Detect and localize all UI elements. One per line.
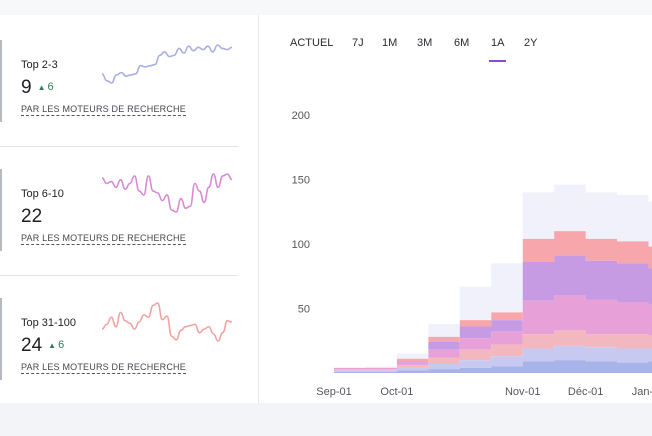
sparkline-top-6-10 [101, 173, 233, 213]
series-area-top-2-3 [334, 345, 652, 372]
y-tick-label: 100 [292, 239, 310, 251]
card-accent [0, 169, 2, 251]
series-area-top-1 [334, 360, 652, 373]
sparkline-top-2-3 [101, 44, 233, 84]
card-delta-number: 6 [47, 81, 54, 93]
bottom-strip [0, 403, 652, 436]
card-value: 9 ▲ 6 [21, 77, 54, 99]
x-tick-label: Déc-01 [568, 386, 603, 398]
sparkline-top-31-100 [101, 302, 233, 342]
card-value: 22 [21, 206, 43, 227]
ranking-cards: Top 2-3 9 ▲ 6 PAR LES MOTEURS DE RECHERCHE… [0, 15, 259, 403]
card-value: 24 ▲ 6 [21, 335, 64, 357]
card-subtitle-link[interactable]: PAR LES MOTEURS DE RECHERCHE [21, 362, 186, 374]
sparkline-path [101, 173, 233, 213]
card-accent [0, 40, 2, 122]
sparkline-path [101, 302, 233, 342]
tab-3m[interactable]: 3M [417, 37, 433, 49]
up-arrow-icon: ▲ [37, 83, 46, 92]
series-area-top-31-100 [334, 184, 652, 368]
card-title: Top 2-3 [21, 59, 58, 71]
rankings-panel: Top 2-3 9 ▲ 6 PAR LES MOTEURS DE RECHERCHE… [0, 15, 652, 403]
card-subtitle-link[interactable]: PAR LES MOTEURS DE RECHERCHE [21, 233, 186, 245]
card-title: Top 31-100 [21, 317, 77, 329]
card-subtitle-link[interactable]: PAR LES MOTEURS DE RECHERCHE [21, 104, 186, 116]
card-delta: ▲ 6 [48, 339, 64, 351]
tab-1m[interactable]: 1M [382, 37, 398, 49]
series-area-top-21-30 [334, 231, 652, 368]
card-divider [0, 146, 238, 147]
top-bar [0, 0, 652, 15]
tab-1a[interactable]: 1A [488, 37, 508, 62]
tab-6m[interactable]: 6M [454, 37, 470, 49]
ranking-area-chart: 50 100 150 200 Sep-01 Oct-01 Nov-01 Déc-01 Jan-0… [292, 110, 652, 398]
tab-2y[interactable]: 2Y [524, 37, 538, 49]
card-delta-number: 6 [58, 339, 65, 351]
card-divider [0, 275, 238, 276]
series-area-top-4-5 [334, 330, 652, 371]
series-area-top-11-20 [334, 255, 652, 368]
tab-actuel[interactable]: ACTUEL [290, 37, 334, 49]
y-tick-label: 150 [292, 175, 310, 187]
card-accent [0, 298, 2, 380]
up-arrow-icon: ▲ [48, 341, 57, 350]
x-tick-label: Jan-01 [632, 386, 652, 398]
series-area-top-6-10 [334, 295, 652, 370]
y-tick-label: 50 [298, 304, 310, 316]
card-value-number: 24 [21, 335, 43, 356]
card-delta: ▲ 6 [38, 81, 54, 93]
card-value-number: 9 [21, 77, 32, 98]
y-tick-label: 200 [292, 110, 310, 122]
card-title: Top 6-10 [21, 188, 64, 200]
sparkline-path [101, 44, 233, 84]
x-tick-label: Oct-01 [380, 386, 413, 398]
x-tick-label: Sep-01 [316, 386, 351, 398]
tab-7j[interactable]: 7J [352, 37, 364, 49]
x-tick-label: Nov-01 [505, 386, 540, 398]
